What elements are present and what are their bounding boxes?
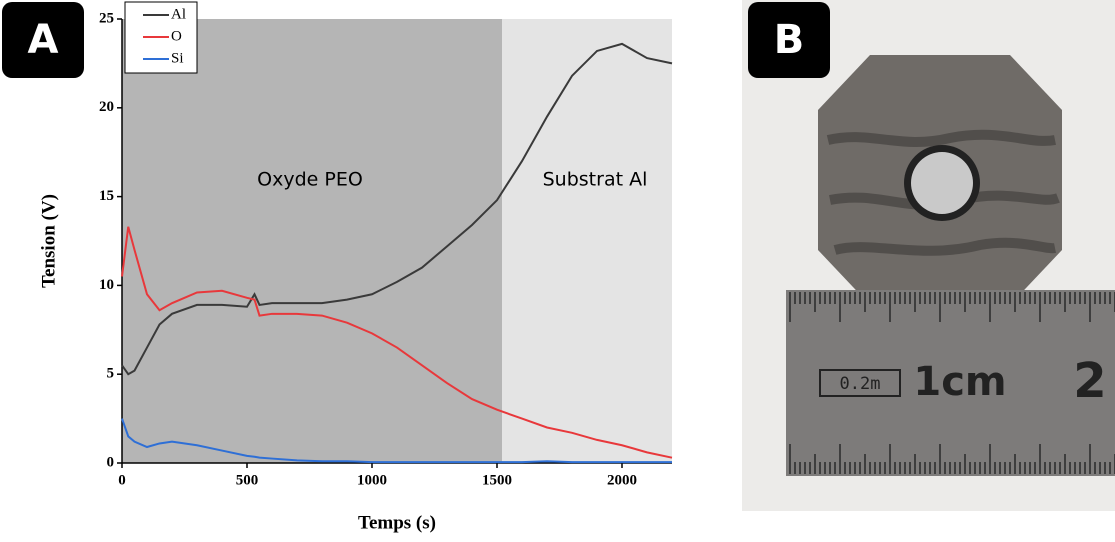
- ruler-label: 0.2m: [840, 374, 881, 394]
- y-tick-label: 10: [99, 277, 114, 293]
- legend-label: Si: [171, 50, 184, 66]
- y-axis-label: Tension (V): [38, 194, 59, 288]
- region: [502, 19, 672, 463]
- y-tick-label: 0: [107, 454, 115, 470]
- regions: [122, 19, 672, 463]
- x-tick-label: 2000: [607, 472, 637, 488]
- panel-label: B: [774, 17, 805, 63]
- ruler-ticks: [789, 292, 1115, 474]
- ruler-label: 1cm: [913, 359, 1006, 405]
- y-tick-label: 15: [99, 188, 114, 204]
- series-line: [121, 418, 672, 464]
- panel-label-box: [2, 2, 84, 78]
- sample-spot: [911, 152, 973, 214]
- ruler: [786, 290, 1115, 476]
- ruler-label: 2: [1073, 353, 1106, 409]
- ruler-label-box: [819, 369, 901, 397]
- region-label: Oxyde PEO: [257, 169, 363, 191]
- panel-label: A: [28, 17, 59, 63]
- series-line: [121, 42, 673, 376]
- panel-label-box: [748, 2, 830, 78]
- y-tick-label: 25: [99, 10, 114, 26]
- x-tick-label: 500: [236, 472, 259, 488]
- photo: 0.2m 1cm 2: [742, 0, 1115, 511]
- y-tick-label: 5: [107, 366, 115, 382]
- x-axis-label: Temps (s): [358, 512, 436, 533]
- series-line: [121, 226, 673, 459]
- x-tick-label: 1500: [482, 472, 512, 488]
- legend-label: O: [171, 28, 182, 44]
- region: [122, 19, 502, 463]
- y-tick-label: 20: [99, 99, 114, 115]
- legend-label: Al: [171, 6, 186, 22]
- region-label: Substrat Al: [543, 169, 648, 191]
- x-tick-label: 1000: [357, 472, 387, 488]
- x-tick-label: 0: [118, 472, 126, 488]
